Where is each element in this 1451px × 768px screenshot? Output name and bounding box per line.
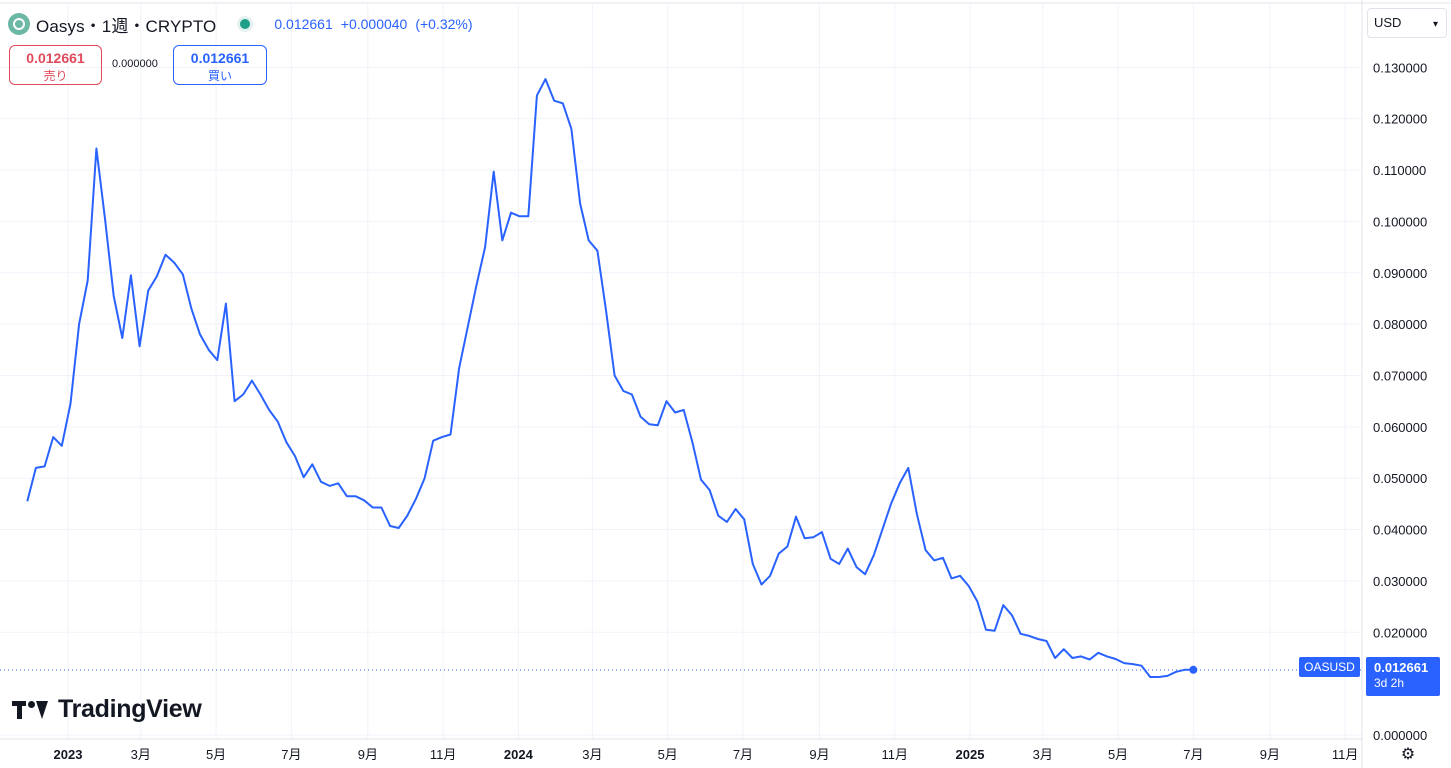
y-tick-label: 0.090000 <box>1373 266 1427 281</box>
x-tick-label: 5月 <box>206 747 226 762</box>
spread-value: 0.000000 <box>112 58 158 70</box>
time-axis[interactable]: 2023 3月 5月 7月 9月 11月 2024 3月 5月 7月 9月 11月 2025 3月 5月 7月… <box>54 747 1359 762</box>
y-tick-label: 0.100000 <box>1373 214 1427 229</box>
change-percent: (+0.32%) <box>415 16 473 32</box>
x-tick-label: 7月 <box>281 747 301 762</box>
x-tick-label: 2024 <box>504 747 534 762</box>
change-value: +0.000040 <box>340 16 408 32</box>
y-tick-label: 0.070000 <box>1373 368 1427 383</box>
x-tick-label: 3月 <box>131 747 151 762</box>
symbol-title[interactable]: Oasys・1週・CRYPTO <box>36 16 217 36</box>
sell-button[interactable]: 0.012661 売り <box>9 45 102 85</box>
brand-name: TradingView <box>58 695 202 723</box>
y-tick-label: 0.110000 <box>1373 163 1426 178</box>
y-tick-label: 0.060000 <box>1373 420 1427 435</box>
x-tick-label: 2023 <box>54 747 83 762</box>
x-tick-label: 9月 <box>809 747 829 762</box>
tradingview-mark-icon <box>12 699 50 721</box>
x-tick-label: 7月 <box>1183 747 1203 762</box>
buy-label: 買い <box>207 69 232 83</box>
last-price-tag-value: 0.012661 <box>1374 660 1429 675</box>
x-tick-label: 3月 <box>582 747 602 762</box>
buy-price: 0.012661 <box>190 50 250 66</box>
series-points <box>27 79 1193 677</box>
y-tick-label: 0.030000 <box>1373 574 1427 589</box>
x-tick-label: 2025 <box>956 747 985 762</box>
x-tick-label: 7月 <box>733 747 753 762</box>
market-status-icon[interactable] <box>240 19 251 29</box>
y-tick-label: 0.020000 <box>1373 625 1427 640</box>
x-tick-label: 11月 <box>1332 747 1359 762</box>
y-tick-label: 0.040000 <box>1373 523 1427 538</box>
series-line-oasusd[interactable] <box>26 78 1194 678</box>
last-price-tag: 0.012661 3d 2h <box>1366 657 1440 696</box>
currency-value: USD <box>1374 15 1402 30</box>
x-tick-label: 11月 <box>881 747 908 762</box>
sell-price: 0.012661 <box>26 50 85 66</box>
chevron-down-icon: ▾ <box>1432 19 1438 30</box>
currency-select[interactable]: USD ▾ <box>1367 8 1447 38</box>
symbol-header[interactable]: Oasys・1週・CRYPTO 0.012661 +0.000040 (+0.3… <box>8 11 481 37</box>
x-tick-label: 9月 <box>1260 747 1280 762</box>
y-tick-label: 0.120000 <box>1373 112 1427 127</box>
price-axis[interactable]: 0.000000 0.020000 0.030000 0.040000 0.050000… <box>1373 60 1427 743</box>
bar-countdown: 3d 2h <box>1374 676 1405 690</box>
x-tick-label: 11月 <box>430 747 457 762</box>
y-tick-label: 0.130000 <box>1373 60 1427 75</box>
grid-lines <box>0 4 1362 739</box>
x-tick-label: 9月 <box>358 747 378 762</box>
tradingview-logo[interactable]: TradingView <box>12 695 202 724</box>
x-tick-label: 5月 <box>658 747 678 762</box>
y-tick-label: 0.050000 <box>1373 471 1427 486</box>
buy-button[interactable]: 0.012661 買い <box>173 45 267 85</box>
x-tick-label: 3月 <box>1033 747 1053 762</box>
oasys-logo-icon <box>8 13 30 35</box>
sell-label: 売り <box>43 69 68 83</box>
settings-gear-icon[interactable]: ⚙ <box>1400 746 1416 763</box>
symbol-price-tag: OASUSD <box>1299 657 1360 677</box>
y-tick-label: 0.080000 <box>1373 317 1427 332</box>
last-price-value: 0.012661 <box>274 16 333 32</box>
x-tick-label: 5月 <box>1108 747 1128 762</box>
last-point-marker <box>1189 665 1198 674</box>
y-tick-label: 0.000000 <box>1373 728 1427 743</box>
